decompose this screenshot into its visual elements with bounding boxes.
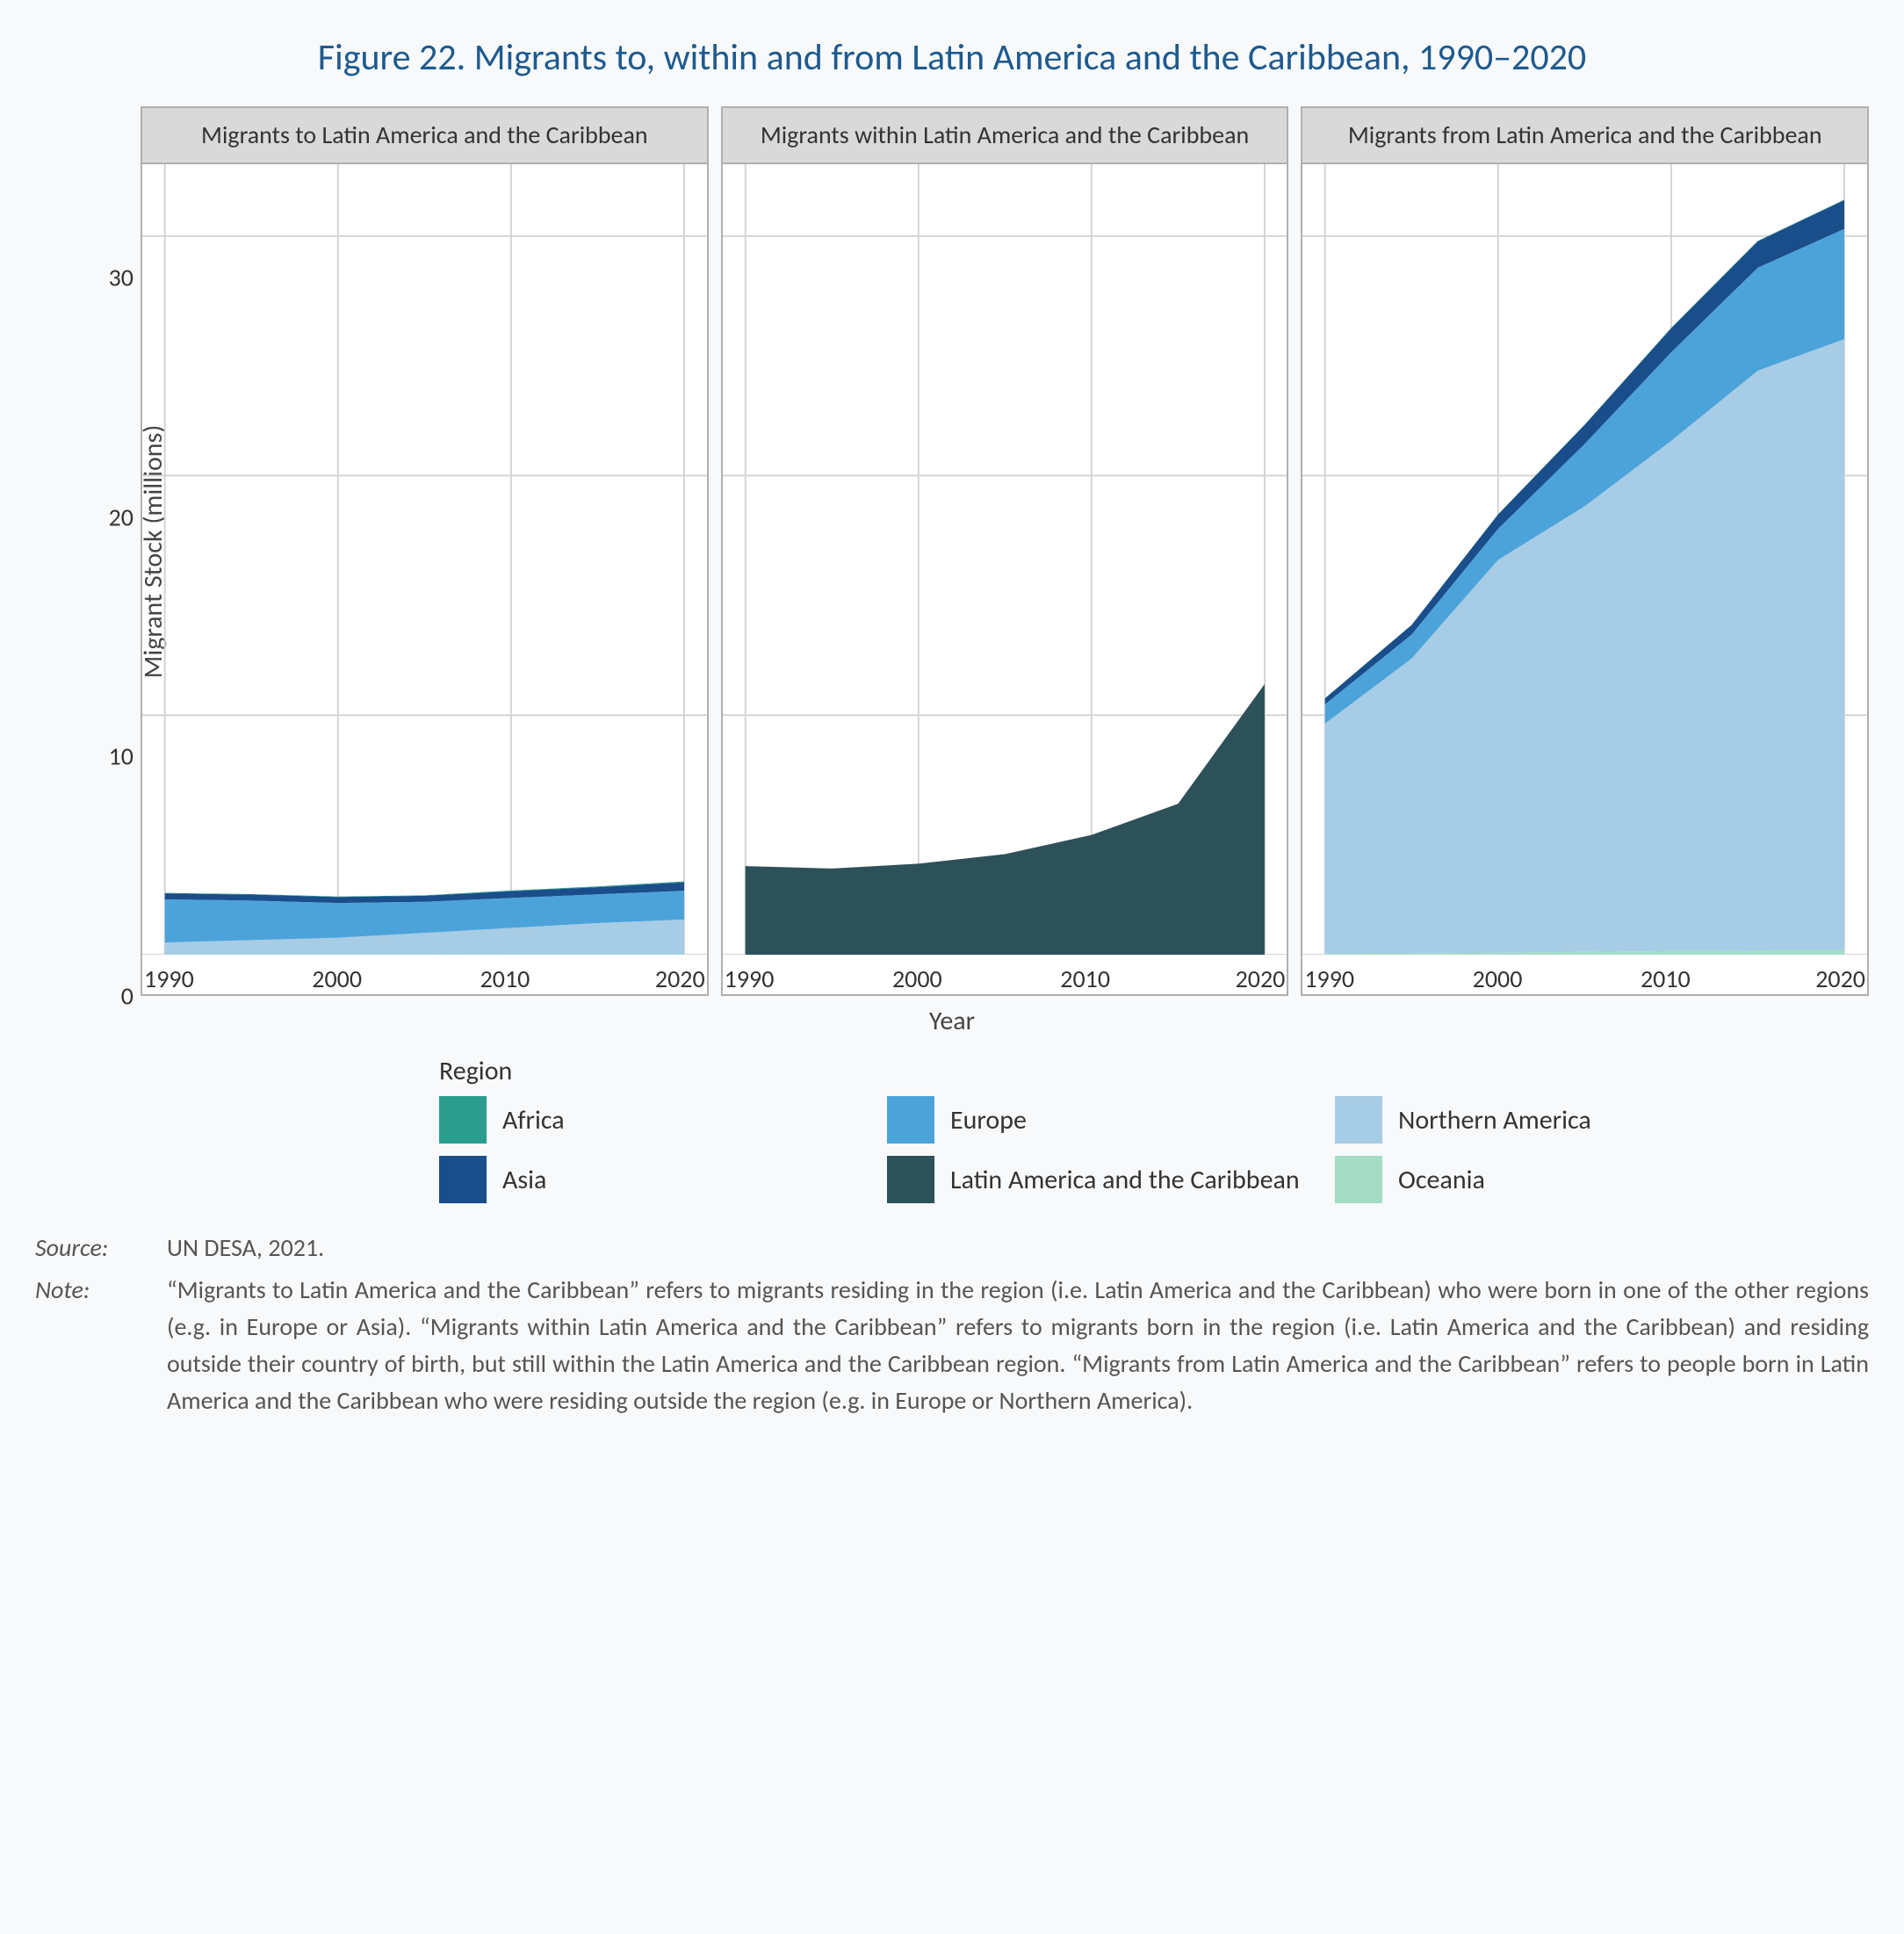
- notes-block: Source: UN DESA, 2021. Note: “Migrants t…: [35, 1230, 1869, 1419]
- x-tick: 2020: [1815, 963, 1865, 994]
- y-tick: 20: [109, 502, 133, 532]
- x-tick: 2010: [1641, 963, 1691, 994]
- x-axis-ticks: 1990 2000 2010 2020: [142, 955, 707, 994]
- legend-title: Region: [439, 1055, 1869, 1087]
- legend-item-oceania: Oceania: [1335, 1156, 1756, 1203]
- legend-label: Northern America: [1398, 1104, 1591, 1137]
- legend-item-europe: Europe: [887, 1096, 1309, 1144]
- panel-header: Migrants within Latin America and the Ca…: [723, 108, 1287, 164]
- legend-swatch: [1335, 1096, 1382, 1144]
- legend-swatch: [439, 1096, 487, 1144]
- panels-wrap: Migrant Stock (millions) 0102030 Migrant…: [35, 106, 1869, 996]
- figure-title: Figure 22. Migrants to, within and from …: [35, 35, 1869, 80]
- legend-swatch: [439, 1156, 487, 1203]
- legend-swatch: [1335, 1156, 1382, 1203]
- x-tick: 2000: [892, 963, 942, 994]
- figure-container: Figure 22. Migrants to, within and from …: [35, 35, 1869, 1419]
- x-tick: 2020: [655, 963, 705, 994]
- y-axis-area: Migrant Stock (millions) 0102030: [35, 106, 141, 996]
- legend-item-africa: Africa: [439, 1096, 861, 1144]
- x-tick: 1990: [725, 963, 775, 994]
- legend: Region Africa Europe Northern America Asia L…: [35, 1055, 1869, 1203]
- panels-row: Migrants to Latin America and the Caribb…: [141, 106, 1869, 996]
- x-tick: 2020: [1236, 963, 1286, 994]
- note-text: “Migrants to Latin America and the Carib…: [167, 1272, 1869, 1419]
- area-series-lac: [745, 684, 1264, 955]
- legend-label: Africa: [502, 1104, 565, 1137]
- legend-item-namerica: Northern America: [1335, 1096, 1756, 1144]
- legend-label: Latin America and the Caribbean: [950, 1164, 1300, 1196]
- source-text: UN DESA, 2021.: [167, 1230, 1869, 1266]
- chart-panel: Migrants within Latin America and the Ca…: [721, 106, 1289, 996]
- legend-item-asia: Asia: [439, 1156, 861, 1203]
- plot-area: [723, 164, 1287, 955]
- plot-area: [142, 164, 707, 955]
- x-tick: 1990: [144, 963, 194, 994]
- legend-label: Europe: [950, 1104, 1027, 1137]
- chart-panel: Migrants from Latin America and the Cari…: [1301, 106, 1869, 996]
- source-label: Source:: [35, 1230, 141, 1266]
- x-axis-ticks: 1990 2000 2010 2020: [1302, 955, 1867, 994]
- panel-header: Migrants from Latin America and the Cari…: [1302, 108, 1867, 164]
- legend-item-lac: Latin America and the Caribbean: [887, 1156, 1309, 1203]
- panel-header: Migrants to Latin America and the Caribb…: [142, 108, 707, 164]
- note-row: Note: “Migrants to Latin America and the…: [35, 1272, 1869, 1419]
- source-row: Source: UN DESA, 2021.: [35, 1230, 1869, 1266]
- x-tick: 2010: [480, 963, 530, 994]
- legend-label: Asia: [502, 1164, 546, 1196]
- x-tick: 2000: [1473, 963, 1523, 994]
- legend-swatch: [887, 1156, 934, 1203]
- x-tick: 1990: [1304, 963, 1354, 994]
- x-axis-ticks: 1990 2000 2010 2020: [723, 955, 1287, 994]
- y-tick: 0: [121, 981, 133, 1012]
- plot-area: [1302, 164, 1867, 955]
- y-tick: 10: [109, 741, 133, 772]
- legend-swatch: [887, 1096, 934, 1144]
- note-label: Note:: [35, 1272, 141, 1419]
- y-tick: 30: [109, 262, 133, 292]
- x-tick: 2000: [312, 963, 362, 994]
- legend-grid: Africa Europe Northern America Asia Latin Am…: [439, 1096, 1756, 1203]
- legend-label: Oceania: [1398, 1164, 1485, 1196]
- y-axis-ticks: 0102030: [81, 162, 133, 996]
- x-tick: 2010: [1060, 963, 1110, 994]
- chart-panel: Migrants to Latin America and the Caribb…: [141, 106, 709, 996]
- x-axis-label: Year: [35, 1005, 1869, 1037]
